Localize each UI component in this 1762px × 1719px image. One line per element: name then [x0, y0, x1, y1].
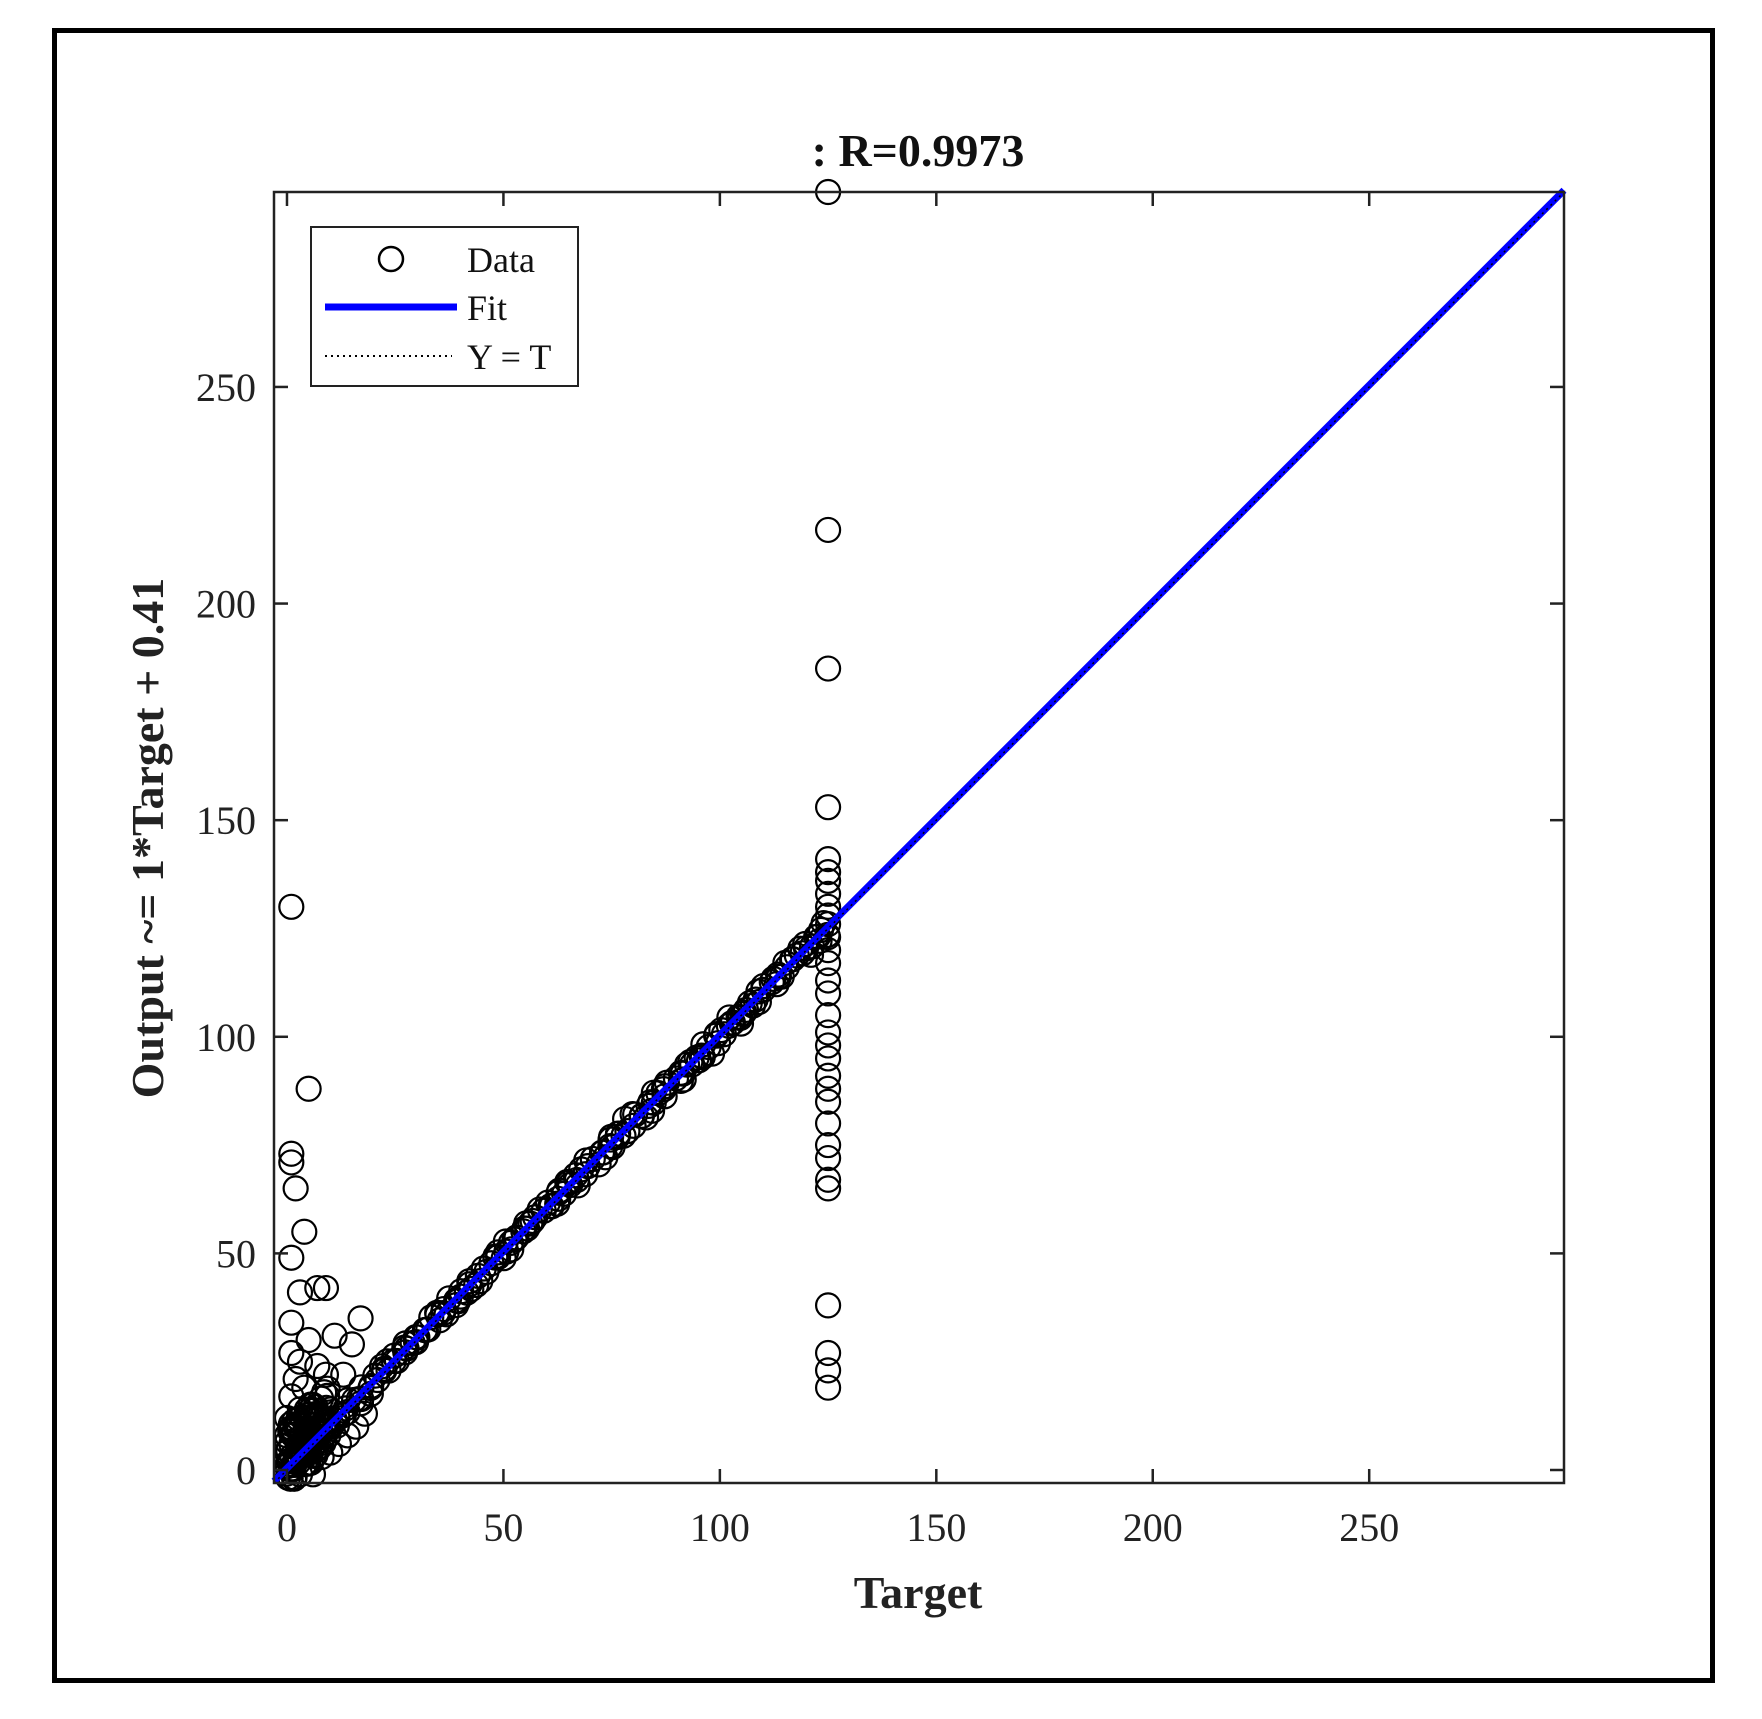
legend-label-data: Data: [467, 240, 535, 280]
data-point: [814, 1062, 842, 1089]
x-tick-label: 50: [483, 1505, 523, 1550]
data-point: [814, 893, 842, 920]
data-point: [814, 867, 842, 894]
data-point: [814, 655, 842, 682]
plot-area: [271, 178, 1567, 1492]
data-point: [347, 1305, 374, 1332]
data-point: [814, 1175, 842, 1202]
data-point: [814, 1110, 842, 1137]
x-tick-label: 150: [906, 1505, 966, 1550]
data-point: [814, 846, 842, 873]
data-point: [299, 1391, 327, 1419]
data-point: [610, 1122, 637, 1149]
data-point: [312, 1361, 340, 1388]
data-point: [814, 1045, 842, 1072]
data-point: [688, 1042, 715, 1069]
legend-data-marker: [377, 245, 405, 273]
data-point: [814, 1357, 842, 1384]
y-tick-label: 100: [196, 1015, 256, 1060]
data-point: [338, 1331, 366, 1358]
data-point: [343, 1413, 370, 1440]
data-point: [765, 963, 793, 990]
data-point: [282, 1413, 309, 1440]
y-tick-label: 50: [216, 1231, 256, 1276]
data-point: [304, 1352, 331, 1380]
data-point: [295, 1075, 322, 1102]
data-point: [463, 1271, 490, 1299]
data-point: [498, 1236, 525, 1263]
x-tick-label: 250: [1339, 1505, 1399, 1550]
data-point: [317, 1439, 344, 1466]
data-point: [732, 996, 760, 1024]
data-point: [278, 1140, 305, 1167]
data-point: [814, 880, 842, 907]
data-point: [814, 1166, 842, 1193]
data-point: [745, 988, 772, 1016]
data-point: [814, 911, 842, 938]
data-point: [278, 1244, 305, 1271]
data-point: [278, 1339, 305, 1367]
data-point: [814, 516, 842, 544]
chart-title: : R=0.9973: [812, 125, 1025, 176]
x-tick-label: 200: [1123, 1505, 1183, 1550]
data-point: [814, 1339, 842, 1367]
data-point: [814, 1075, 842, 1102]
data-point: [814, 1144, 842, 1172]
x-axis-title: Target: [854, 1567, 983, 1618]
data-point: [282, 1443, 309, 1471]
data-point: [304, 1274, 331, 1302]
legend: Data Fit Y = T: [310, 226, 579, 387]
data-point: [282, 1175, 309, 1202]
data-point: [814, 859, 842, 886]
y-tick-label: 250: [196, 365, 256, 410]
y-axis-title: Output ~= 1*Target + 0.41: [122, 578, 173, 1099]
data-point: [330, 1361, 357, 1388]
data-point: [312, 1274, 340, 1302]
axis-ticks: 0 50 100 150 200 250 0 50 100 150 200 250: [196, 192, 1564, 1550]
data-point: [814, 967, 842, 994]
data-point: [278, 1309, 305, 1336]
data-point: [814, 1292, 842, 1319]
data-point: [282, 1365, 309, 1393]
data-point: [685, 1047, 713, 1074]
y-tick-label: 150: [196, 798, 256, 843]
data-point: [374, 1348, 401, 1375]
data-point: [814, 937, 842, 964]
data-point: [295, 1326, 322, 1354]
data-point: [291, 1218, 318, 1245]
data-point: [278, 893, 305, 920]
identity-line: [273, 191, 1565, 1484]
data-point: [814, 1374, 842, 1401]
data-point: [299, 1461, 327, 1488]
y-tick-label: 0: [236, 1448, 256, 1493]
x-tick-label: 100: [690, 1505, 750, 1550]
data-point: [814, 1032, 842, 1059]
data-point: [286, 1348, 314, 1375]
data-point: [278, 1149, 305, 1176]
data-point: [286, 1279, 314, 1306]
data-point: [814, 1002, 842, 1029]
data-point: [814, 980, 842, 1007]
data-point: [614, 1118, 641, 1145]
data-point: [334, 1422, 361, 1449]
x-tick-label: 0: [277, 1505, 297, 1550]
data-point: [814, 794, 842, 821]
legend-label-fit: Fit: [467, 288, 507, 328]
data-point: [325, 1430, 353, 1458]
data-point: [291, 1374, 318, 1401]
data-point: [814, 1131, 842, 1159]
data-point: [789, 940, 816, 967]
fit-line: [271, 187, 1567, 1484]
legend-label-identity: Y = T: [467, 337, 551, 377]
data-point: [814, 950, 842, 977]
data-point: [351, 1400, 379, 1427]
axes-box: [272, 190, 1566, 1485]
data-point: [321, 1322, 348, 1349]
y-tick-label: 200: [196, 582, 256, 627]
data-point: [814, 1088, 842, 1115]
data-point: [814, 1019, 842, 1046]
